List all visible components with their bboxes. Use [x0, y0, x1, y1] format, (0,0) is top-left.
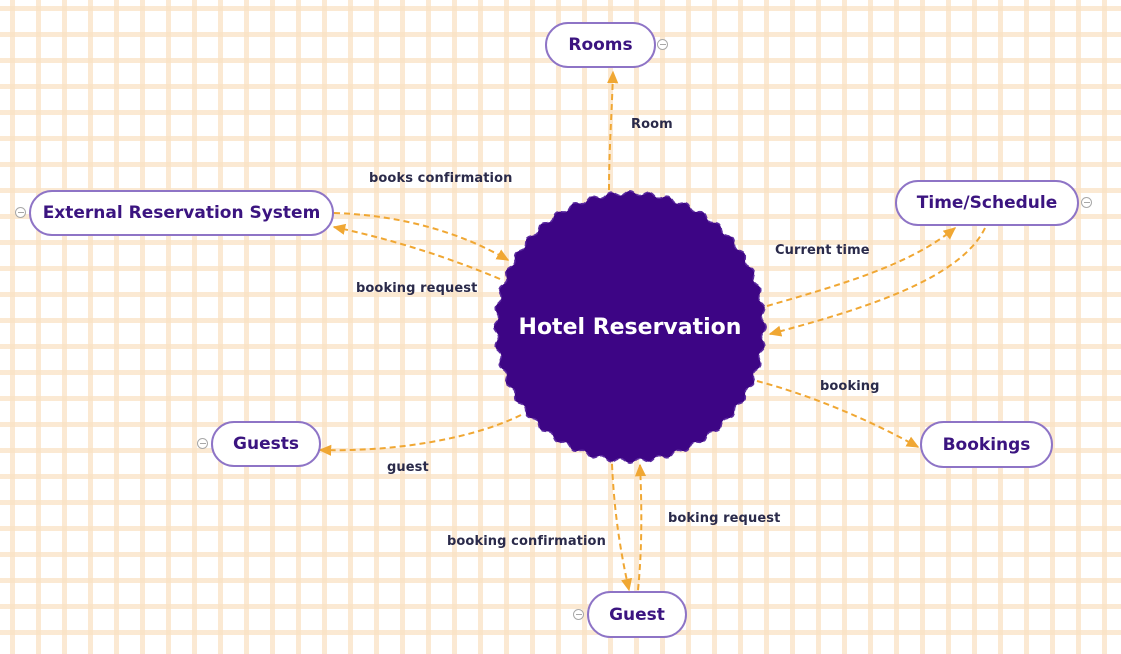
edge-room	[607, 70, 619, 191]
node-rooms[interactable]: Rooms	[545, 22, 656, 68]
collapse-rooms-icon[interactable]	[657, 39, 668, 50]
edge-boking-request	[634, 463, 647, 591]
node-guest[interactable]: Guest	[587, 591, 687, 638]
edge-label-room: Room	[631, 117, 673, 132]
edge-current-time-to-center	[768, 227, 986, 337]
node-external-reservation-system[interactable]: External Reservation System	[29, 190, 334, 236]
edge-label-current-time: Current time	[775, 243, 870, 258]
collapse-guest-icon[interactable]	[573, 609, 584, 620]
edge-booking-confirmation	[611, 463, 633, 592]
edge-current-time-to-schedule	[766, 227, 957, 307]
central-process-circle	[493, 190, 767, 464]
central-process-label[interactable]: Hotel Reservation	[518, 314, 742, 340]
edge-booking-request	[332, 223, 501, 280]
edge-booking	[756, 380, 920, 448]
edge-label-boking-request: boking request	[668, 511, 781, 526]
edge-label-booking: booking	[820, 379, 880, 394]
edge-label-booking-confirmation: booking confirmation	[447, 534, 606, 549]
collapse-external-reservation-system-icon[interactable]	[15, 207, 26, 218]
edge-guest	[318, 414, 522, 456]
edge-label-booking-request: booking request	[356, 281, 478, 296]
collapse-time-schedule-icon[interactable]	[1081, 197, 1092, 208]
node-guests[interactable]: Guests	[211, 421, 321, 467]
node-time-schedule[interactable]: Time/Schedule	[895, 180, 1079, 226]
node-bookings[interactable]: Bookings	[920, 421, 1053, 468]
edge-books-confirmation	[333, 212, 510, 261]
collapse-guests-icon[interactable]	[197, 438, 208, 449]
edge-label-books-confirmation: books confirmation	[369, 171, 513, 186]
edge-label-guest: guest	[387, 460, 429, 475]
